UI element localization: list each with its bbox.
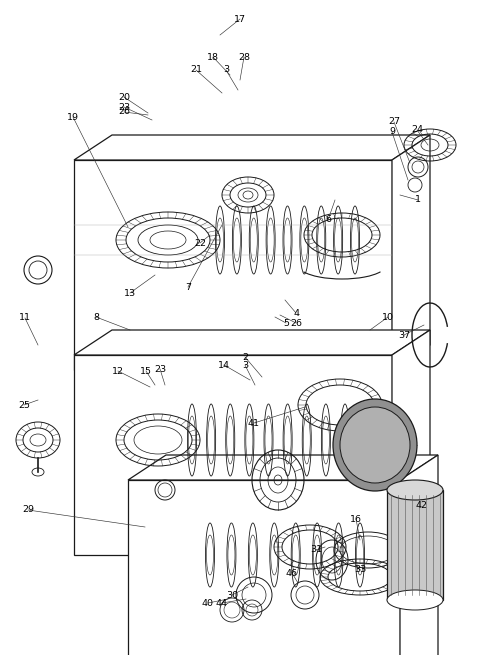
Ellipse shape xyxy=(387,590,443,610)
Text: 29: 29 xyxy=(22,506,34,514)
Text: 7: 7 xyxy=(185,282,191,291)
Polygon shape xyxy=(128,480,400,655)
Text: 44: 44 xyxy=(216,599,228,607)
Text: 40: 40 xyxy=(202,599,214,607)
Text: 15: 15 xyxy=(140,367,152,375)
Ellipse shape xyxy=(340,407,410,483)
Text: 13: 13 xyxy=(124,288,136,297)
Text: 18: 18 xyxy=(207,52,219,62)
Text: 23: 23 xyxy=(154,364,166,373)
Text: 4: 4 xyxy=(293,309,299,318)
Text: 14: 14 xyxy=(218,360,230,369)
Text: 19: 19 xyxy=(67,113,79,121)
Text: 11: 11 xyxy=(19,314,31,322)
Polygon shape xyxy=(392,330,430,555)
Text: 31: 31 xyxy=(310,546,322,555)
Text: 5: 5 xyxy=(283,318,289,328)
Polygon shape xyxy=(400,455,438,655)
Text: 20: 20 xyxy=(118,92,130,102)
Text: 42: 42 xyxy=(415,500,427,510)
Text: 16: 16 xyxy=(350,514,362,523)
Text: 2: 2 xyxy=(242,352,248,362)
Text: 3: 3 xyxy=(242,360,248,369)
Text: 17: 17 xyxy=(234,14,246,24)
Text: 41: 41 xyxy=(248,419,260,428)
Polygon shape xyxy=(74,330,430,355)
Text: 22: 22 xyxy=(194,238,206,248)
Text: 23: 23 xyxy=(118,102,130,111)
Bar xyxy=(387,490,443,600)
Text: 25: 25 xyxy=(18,400,30,409)
Text: 12: 12 xyxy=(112,367,124,375)
Text: 24: 24 xyxy=(411,126,423,134)
Text: 10: 10 xyxy=(382,312,394,322)
Polygon shape xyxy=(392,135,430,370)
Text: 26: 26 xyxy=(290,318,302,328)
Text: 28: 28 xyxy=(238,52,250,62)
Text: 26: 26 xyxy=(118,107,130,117)
Ellipse shape xyxy=(333,399,417,491)
Text: 8: 8 xyxy=(93,312,99,322)
Polygon shape xyxy=(128,455,438,480)
Polygon shape xyxy=(74,355,392,555)
Text: 27: 27 xyxy=(388,117,400,126)
Text: 6: 6 xyxy=(325,215,331,225)
Text: 37: 37 xyxy=(398,331,410,339)
Polygon shape xyxy=(74,135,430,160)
Polygon shape xyxy=(74,160,392,370)
Text: 46: 46 xyxy=(286,569,298,578)
Ellipse shape xyxy=(387,480,443,500)
Text: 33: 33 xyxy=(354,565,366,574)
Text: 3: 3 xyxy=(223,66,229,75)
Text: 30: 30 xyxy=(226,591,238,599)
Text: 9: 9 xyxy=(389,128,395,136)
Text: 21: 21 xyxy=(190,66,202,75)
Text: 1: 1 xyxy=(415,195,421,204)
